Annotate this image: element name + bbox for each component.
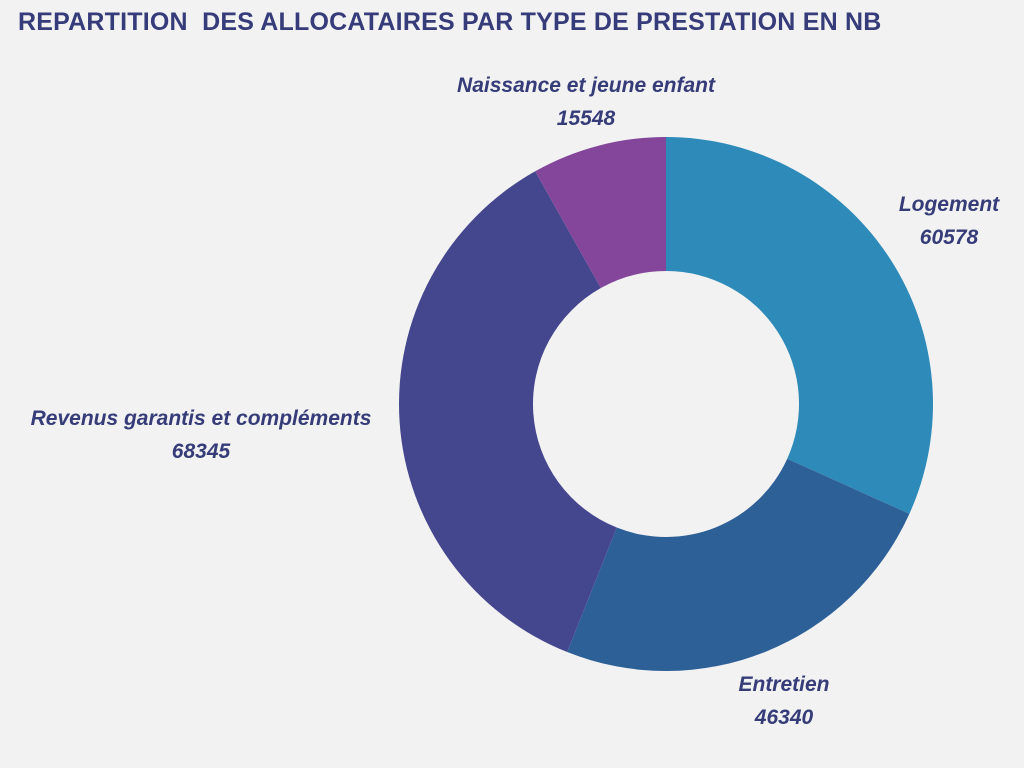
slice-naissance-et-jeune-enfant: [535, 137, 666, 289]
slices-group: [399, 137, 933, 671]
slice-entretien: [567, 458, 910, 671]
slice-value-entretien: 46340: [754, 706, 814, 729]
slice-label-naissance-et-jeune-enfant: Naissance et jeune enfant: [457, 74, 716, 97]
slice-label-revenus-garantis-et-complements: Revenus garantis et compléments: [31, 407, 372, 430]
slice-label-logement: Logement: [899, 193, 1000, 216]
slice-logement: [666, 137, 933, 514]
slice-label-entretien: Entretien: [738, 673, 829, 696]
slice-value-naissance-et-jeune-enfant: 15548: [557, 107, 616, 130]
labels-group: Logement 60578 Entretien 46340 Revenus garan…: [31, 74, 1001, 729]
chart-title: REPARTITION DES ALLOCATAIRES PAR TYPE DE…: [18, 8, 882, 36]
slice-value-logement: 60578: [920, 226, 979, 249]
slice-value-revenus-garantis-et-complements: 68345: [172, 440, 231, 463]
slice-revenus-garantis-et-complements: [399, 171, 617, 653]
